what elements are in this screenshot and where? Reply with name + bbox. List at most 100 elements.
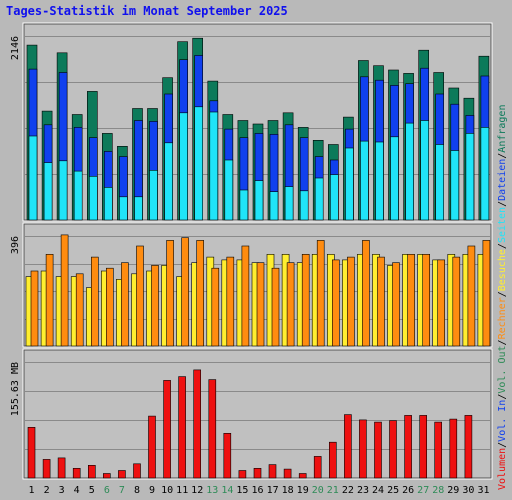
bar-volumen-day-26 — [404, 415, 412, 479]
bar-rechner-day-10 — [166, 240, 174, 347]
legend-entry-vol-out: Vol. Out — [497, 345, 508, 393]
y-axis-max-label: 155.63 MB — [10, 362, 21, 416]
bar-seiten-day-27 — [420, 120, 430, 221]
legend: Volumen/Vol. In/Vol. Out/Rechner/Besuche… — [497, 105, 508, 490]
bar-rechner-day-28 — [437, 259, 446, 347]
bar-volumen-day-5 — [88, 464, 96, 479]
x-tick-label-day-3: 3 — [59, 485, 65, 496]
x-tick-label-day-20: 20 — [312, 485, 324, 496]
bar-seiten-day-26 — [405, 122, 414, 221]
bar-volumen-day-1 — [27, 426, 36, 479]
bar-volumen-day-8 — [133, 463, 141, 479]
x-tick-label-day-31: 31 — [477, 485, 489, 496]
panel-volume: 155.63 MB — [10, 348, 493, 480]
bar-seiten-day-24 — [375, 141, 384, 221]
bar-volumen-day-3 — [57, 457, 66, 479]
bar-rechner-day-4 — [75, 273, 84, 347]
panel-hits: 2146 — [10, 22, 493, 222]
x-tick-label-day-17: 17 — [267, 485, 279, 496]
bar-seiten-day-2 — [43, 162, 53, 221]
bar-volumen-day-15 — [238, 470, 247, 479]
bar-volumen-day-28 — [434, 421, 443, 479]
bar-volumen-day-18 — [283, 468, 292, 479]
bar-rechner-day-6 — [106, 267, 114, 347]
bar-volumen-day-13 — [208, 379, 217, 479]
chart-title: Tages-Statistik im Monat September 2025 — [6, 4, 288, 18]
bar-volumen-day-4 — [72, 467, 81, 479]
x-tick-label-day-2: 2 — [44, 485, 50, 496]
legend-entry-vol-in: Vol. In — [497, 400, 508, 442]
bar-rechner-day-30 — [467, 245, 476, 347]
x-tick-label-day-21: 21 — [327, 485, 339, 496]
x-tick-label-day-15: 15 — [236, 485, 248, 496]
bar-seiten-day-8 — [134, 196, 143, 221]
bar-seiten-day-22 — [345, 147, 354, 221]
bar-rechner-day-3 — [60, 234, 69, 347]
bar-volumen-day-10 — [163, 380, 171, 479]
bar-rechner-day-15 — [241, 245, 250, 347]
bar-rechner-day-16 — [256, 262, 265, 347]
x-tick-label-day-8: 8 — [134, 485, 140, 496]
bar-seiten-day-20 — [314, 177, 324, 221]
bar-rechner-day-1 — [30, 270, 39, 347]
bar-seiten-day-4 — [73, 170, 83, 221]
bar-seiten-day-30 — [465, 133, 475, 221]
bar-volumen-day-17 — [268, 464, 277, 479]
bar-seiten-day-25 — [390, 136, 399, 221]
legend-separator: / — [497, 339, 508, 345]
bar-rechner-day-2 — [45, 254, 54, 347]
bar-volumen-day-25 — [389, 420, 397, 479]
x-tick-label-day-5: 5 — [89, 485, 95, 496]
bar-volumen-day-11 — [178, 376, 186, 479]
x-tick-label-day-14: 14 — [221, 485, 233, 496]
x-tick-label-day-30: 30 — [462, 485, 474, 496]
bar-seiten-day-21 — [329, 174, 339, 221]
x-tick-label-day-16: 16 — [251, 485, 263, 496]
y-axis-max-label: 2146 — [10, 36, 21, 60]
x-tick-label-day-22: 22 — [342, 485, 354, 496]
panel-frame — [23, 349, 492, 479]
bar-rechner-day-27 — [422, 254, 431, 347]
bar-rechner-day-20 — [316, 240, 325, 347]
bar-rechner-day-26 — [407, 254, 415, 347]
x-tick-label-day-25: 25 — [387, 485, 399, 496]
bar-volumen-day-23 — [359, 419, 367, 479]
legend-separator: / — [497, 201, 508, 207]
bar-seiten-day-11 — [179, 112, 188, 221]
x-tick-label-day-19: 19 — [297, 485, 309, 496]
x-tick-label-day-26: 26 — [402, 485, 414, 496]
bar-seiten-day-17 — [269, 191, 279, 221]
panel-visits: 396 — [10, 222, 493, 348]
bar-volumen-day-9 — [148, 415, 156, 479]
x-tick-label-day-4: 4 — [74, 485, 80, 496]
x-tick-label-day-11: 11 — [176, 485, 188, 496]
panel-frame-highlight — [22, 348, 493, 480]
bar-seiten-day-9 — [149, 170, 158, 221]
bar-seiten-day-29 — [450, 150, 460, 221]
panel-frame-highlight — [22, 22, 493, 222]
bar-seiten-day-3 — [58, 160, 68, 221]
bar-seiten-day-1 — [28, 135, 38, 221]
bar-rechner-day-22 — [347, 256, 355, 347]
bar-rechner-day-5 — [91, 256, 99, 347]
bar-volumen-day-14 — [223, 432, 232, 479]
bar-seiten-day-10 — [164, 142, 173, 221]
bar-rechner-day-7 — [121, 262, 129, 347]
bar-seiten-day-19 — [299, 190, 309, 221]
bar-volumen-day-16 — [253, 467, 262, 479]
x-tick-label-day-29: 29 — [447, 485, 459, 496]
bar-seiten-day-13 — [209, 111, 219, 221]
legend-entry-anfragen: Anfragen — [497, 105, 508, 153]
bar-seiten-day-6 — [104, 187, 113, 221]
bar-rechner-day-9 — [151, 265, 159, 347]
x-tick-label-day-23: 23 — [357, 485, 369, 496]
bar-volumen-day-6 — [103, 473, 111, 479]
bar-rechner-day-17 — [271, 267, 280, 347]
bar-seiten-day-5 — [89, 176, 98, 221]
bar-seiten-day-12 — [194, 106, 203, 221]
bar-rechner-day-13 — [211, 267, 220, 347]
bar-seiten-day-15 — [239, 189, 249, 221]
legend-entry-besuche: Besuche — [497, 249, 508, 291]
